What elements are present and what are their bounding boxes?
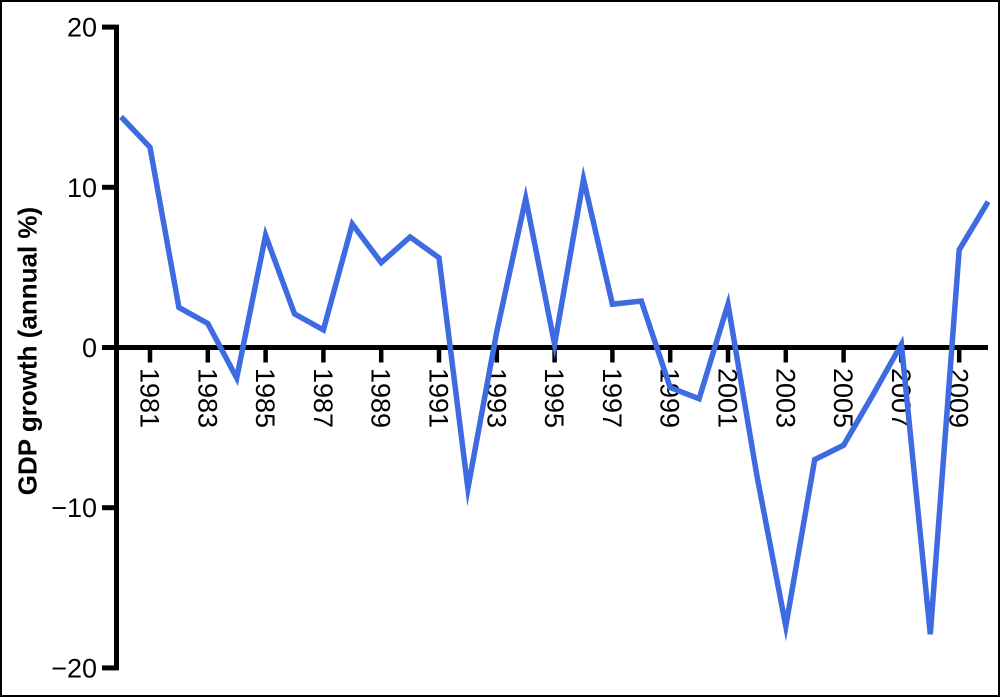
x-tick-label: 1987: [308, 368, 338, 428]
x-tick-label: 1995: [539, 368, 569, 428]
y-axis-title: GDP growth (annual %): [12, 206, 43, 496]
x-tick-label: 2005: [828, 368, 858, 428]
x-tick-label: 1997: [597, 368, 627, 428]
gdp-growth-line: [119, 114, 991, 642]
y-tick-label: 20: [67, 13, 97, 43]
x-tick-label: 1991: [424, 368, 454, 428]
x-tick-label: 1983: [192, 368, 222, 428]
x-tick-label: 2001: [713, 368, 743, 428]
y-tick-label: 10: [67, 173, 97, 203]
y-tick-label: −20: [51, 653, 97, 683]
y-tick-label: −10: [51, 493, 97, 523]
x-tick-label: 1985: [250, 368, 280, 428]
y-tick-label: 0: [82, 333, 97, 363]
x-tick-label: 1989: [366, 368, 396, 428]
x-tick-label: 2003: [770, 368, 800, 428]
x-tick-label: 1999: [655, 368, 685, 428]
x-tick-label: 1981: [135, 368, 165, 428]
